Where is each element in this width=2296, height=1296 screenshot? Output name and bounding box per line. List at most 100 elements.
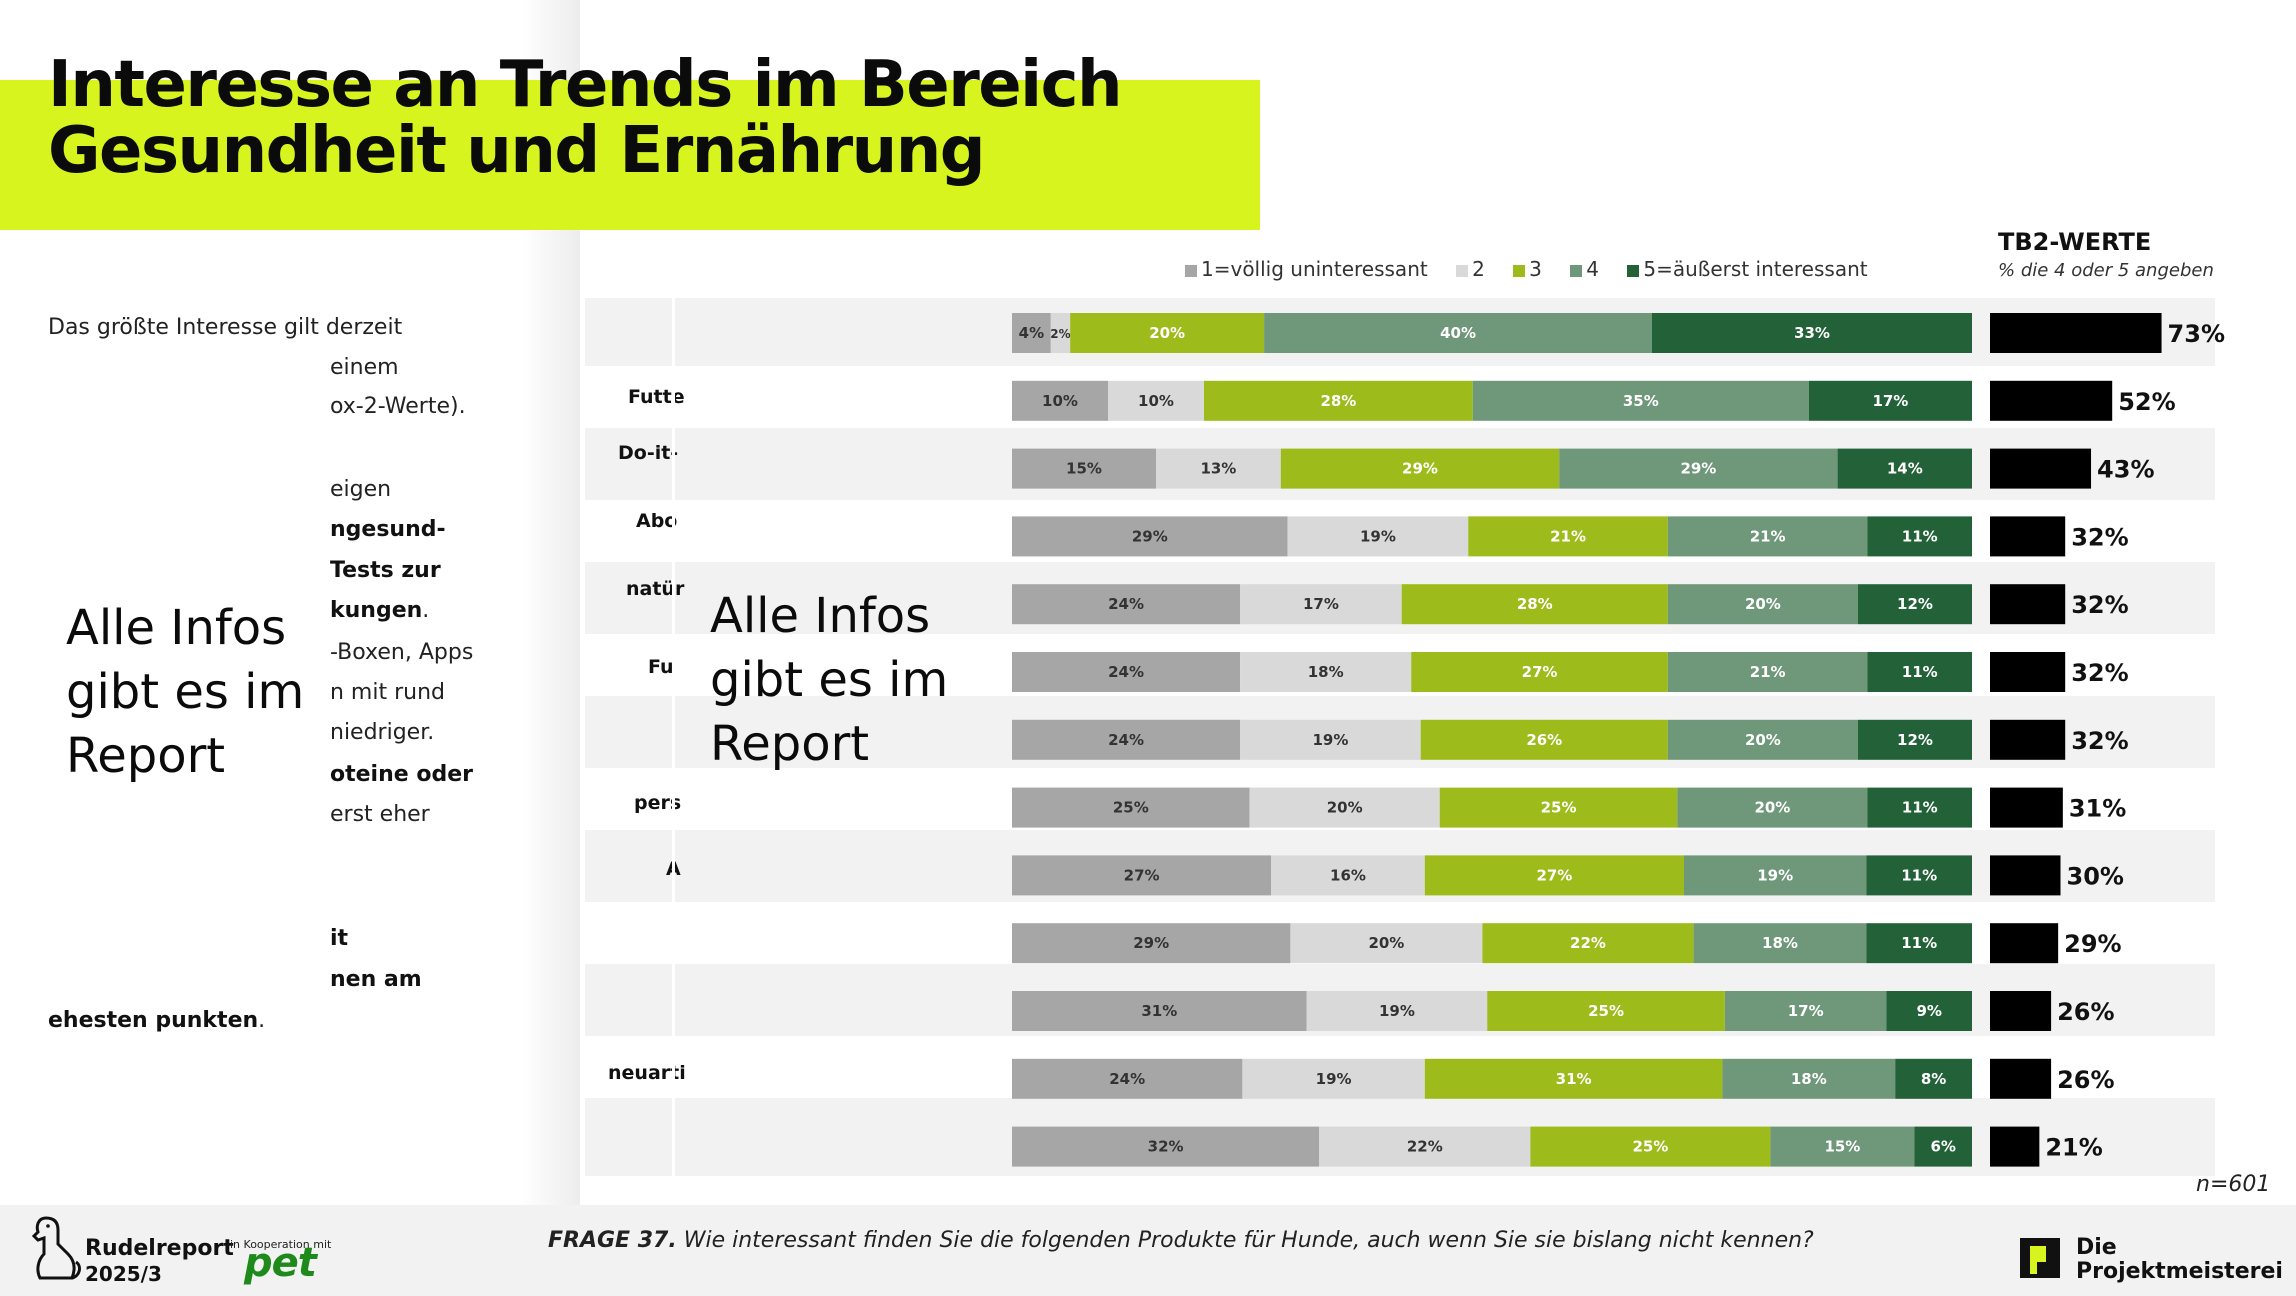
bar-segment xyxy=(1012,516,1288,557)
projektmeisterei-name: Die Projektmeisterei xyxy=(2076,1236,2283,1284)
overlay-line: gibt es im xyxy=(710,652,949,708)
bar-segment xyxy=(1667,652,1868,692)
tb2-value-label: 32% xyxy=(2071,659,2128,687)
bar-segment xyxy=(1240,584,1402,625)
intro-fragment: kungen xyxy=(330,598,423,623)
question-body: Wie interessant finden Sie die folgenden… xyxy=(676,1228,1814,1253)
bar-segment xyxy=(1867,787,1972,828)
bar-segment-label: 11% xyxy=(1901,866,1937,884)
intro-fragment: einem xyxy=(330,355,399,380)
legend-item: 1=völlig uninteressant xyxy=(1185,257,1428,281)
bar-segment-label: 29% xyxy=(1133,934,1169,952)
bar-segment-label: 11% xyxy=(1901,934,1937,952)
bar-segment-label: 10% xyxy=(1138,392,1174,410)
bar-segment-label: 29% xyxy=(1132,527,1168,545)
legend-swatch xyxy=(1627,264,1640,277)
title-line-1: Interesse an Trends im Bereich xyxy=(48,48,1123,122)
bar-segment-label: 24% xyxy=(1108,731,1144,749)
intro-fragment: ox-2-Werte). xyxy=(330,394,466,419)
bar-segment xyxy=(1012,855,1272,896)
bar-segment xyxy=(1012,923,1291,964)
bar-segment-label: 6% xyxy=(1930,1138,1955,1156)
intro-line: Das größte Interesse gilt derzeit xyxy=(48,315,403,340)
legend-item: 5=äußerst interessant xyxy=(1627,257,1868,281)
bar-segment xyxy=(1249,787,1440,828)
bar-segment xyxy=(1240,719,1421,760)
bar-segment xyxy=(1530,1126,1771,1167)
bar-segment-label: 26% xyxy=(1526,731,1562,749)
row-label: Fu xyxy=(648,656,674,678)
tb2-value-label: 26% xyxy=(2057,998,2114,1026)
intro-fragment: . xyxy=(422,598,430,623)
intro-fragment: Tests zur xyxy=(330,558,441,583)
bar-segment-label: 24% xyxy=(1109,1070,1145,1088)
bar-segment-label: 20% xyxy=(1754,799,1790,817)
bar-segment-label: 18% xyxy=(1308,663,1344,681)
bar-segment-label: 19% xyxy=(1757,866,1793,884)
bar-segment-label: 11% xyxy=(1902,527,1938,545)
bar-segment-label: 27% xyxy=(1522,663,1558,681)
bar-segment xyxy=(1439,787,1678,828)
bar-segment xyxy=(1012,313,1051,353)
bar-segment xyxy=(1401,584,1668,625)
bar-segment xyxy=(1070,313,1265,353)
bar-segment-label: 9% xyxy=(1916,1002,1941,1020)
bar-segment-label: 11% xyxy=(1902,663,1938,681)
bar-segment xyxy=(1770,1126,1915,1167)
page-title: Interesse an Trends im Bereich Gesundhei… xyxy=(48,48,1123,184)
overlay-line: Report xyxy=(710,716,870,772)
tb2-value-label: 43% xyxy=(2097,456,2154,484)
bar-segment-label: 17% xyxy=(1872,392,1908,410)
bar-segment xyxy=(1677,787,1868,828)
bar-segment xyxy=(1290,923,1483,964)
bar-segment xyxy=(1866,855,1972,896)
bar-segment-label: 25% xyxy=(1541,799,1577,817)
intro-fragment: nen am xyxy=(330,967,422,992)
bar-segment xyxy=(1050,313,1071,353)
bar-segment xyxy=(1240,652,1412,692)
bar-segment xyxy=(1012,652,1241,692)
bar-segment xyxy=(1667,719,1858,760)
bar-segment-label: 19% xyxy=(1360,527,1396,545)
intro-fragment: . xyxy=(258,1008,266,1033)
legend-label: 4 xyxy=(1586,257,1599,281)
bar-segment xyxy=(1319,1126,1531,1167)
bar-segment xyxy=(1280,448,1560,489)
cooperation-label: in Kooperation mit xyxy=(230,1238,332,1251)
bar-segment xyxy=(1204,380,1473,421)
bar-segment-label: 21% xyxy=(1750,663,1786,681)
question-text: FRAGE 37. Wie interessant finden Sie die… xyxy=(548,1228,1814,1253)
bar-segment xyxy=(1867,516,1972,557)
bar-segment xyxy=(1012,380,1108,421)
bar-segment xyxy=(1271,855,1425,896)
intro-fragment: eigen xyxy=(330,477,392,502)
brand-issue: 2025/3 xyxy=(85,1262,162,1286)
intro-fragment: -Boxen, Apps xyxy=(330,640,474,665)
footer xyxy=(0,1205,2296,1296)
bar-segment xyxy=(1012,584,1241,625)
bar-segment xyxy=(1837,448,1972,489)
tb2-bar xyxy=(1990,991,2052,1031)
bar-segment-label: 17% xyxy=(1303,595,1339,613)
bar-segment-label: 18% xyxy=(1791,1070,1827,1088)
tb2-bar xyxy=(1990,1126,2040,1167)
tb2-bar xyxy=(1990,313,2162,353)
tb2-value-label: 30% xyxy=(2067,862,2124,890)
row-label: Futte xyxy=(628,386,685,408)
tb2-bar xyxy=(1990,380,2113,421)
bar-segment-label: 28% xyxy=(1320,392,1356,410)
bar-segment-label: 11% xyxy=(1902,799,1938,817)
intro-fragment: ehesten punkten xyxy=(48,1008,259,1033)
intro-fragment-group: kungen. xyxy=(330,598,429,623)
pm-line: Projektmeisterei xyxy=(2076,1259,2283,1284)
legend-swatch xyxy=(1185,264,1197,277)
bar-segment-label: 17% xyxy=(1788,1002,1824,1020)
bar-segment xyxy=(1684,855,1867,896)
report-overlay-center: Alle Infos gibt es im Report xyxy=(710,584,948,776)
bar-segment xyxy=(1287,516,1469,557)
tb2-subtitle: % die 4 oder 5 angeben xyxy=(1998,260,2214,281)
bar-segment xyxy=(1012,719,1241,760)
bar-segment-label: 25% xyxy=(1113,799,1149,817)
bar-segment xyxy=(1156,448,1281,489)
row-label: Do-it- xyxy=(618,442,679,464)
